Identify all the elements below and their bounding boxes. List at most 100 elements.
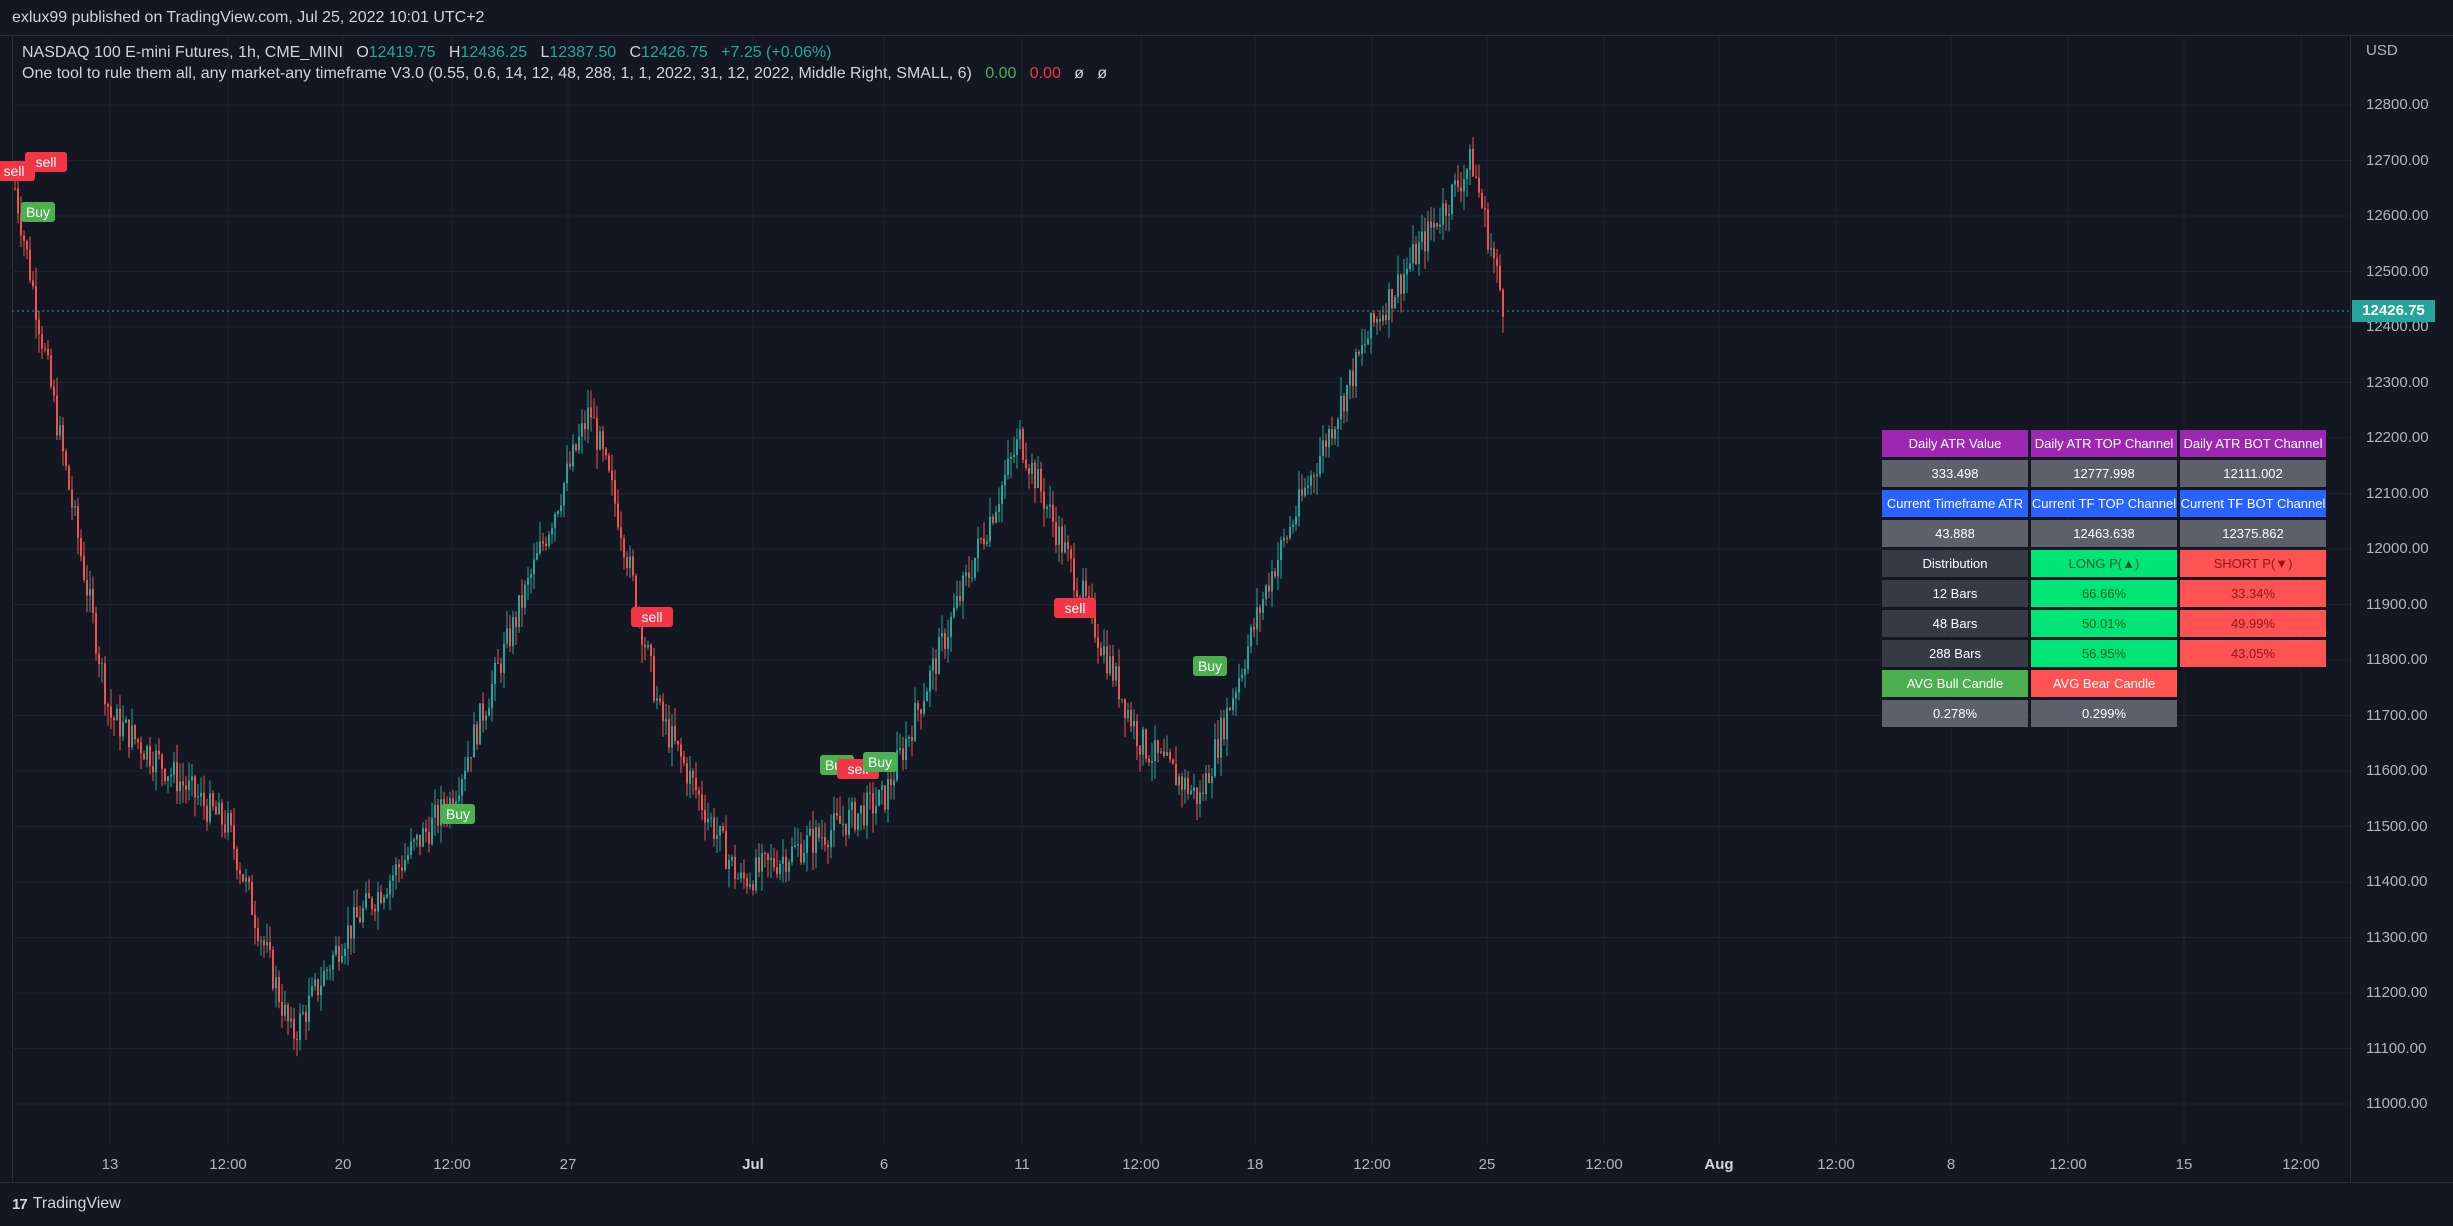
candle-body	[269, 942, 271, 951]
candle-body	[1028, 468, 1030, 474]
candle-body	[260, 940, 262, 942]
signal-text: Buy	[446, 806, 470, 822]
candle-body	[59, 425, 61, 436]
candle-body	[452, 798, 454, 810]
candle-body	[713, 817, 715, 839]
candle-body	[158, 750, 160, 755]
price-axis-label: 12700.00	[2366, 151, 2429, 169]
candle-body	[1139, 746, 1141, 755]
time-axis-label: 25	[1478, 1156, 1496, 1173]
candle-body	[155, 750, 157, 773]
candle-body	[1241, 674, 1243, 678]
price-axis-label: 11800.00	[2366, 651, 2428, 668]
price-axis-label: 12500.00	[2366, 262, 2429, 280]
candle-body	[935, 658, 937, 674]
candle-body	[1481, 192, 1483, 208]
candle-body	[629, 556, 631, 568]
candle-body	[770, 858, 772, 861]
candle-body	[530, 574, 532, 579]
candle-body	[1421, 231, 1423, 243]
candle-body	[1367, 338, 1369, 345]
candle-body	[716, 835, 718, 839]
candle-body	[416, 834, 418, 840]
candle-body	[1037, 469, 1039, 489]
price-axis-label: 11900.00	[2366, 595, 2428, 613]
candle-body	[179, 781, 181, 792]
candle-body	[1280, 540, 1282, 560]
candle-body	[980, 538, 982, 540]
candle-body	[1025, 459, 1027, 469]
price-axis-label: 11200.00	[2366, 984, 2428, 1001]
sell-signal-label: sell	[1054, 598, 1096, 618]
sell-signal-label: sell	[25, 152, 67, 172]
candle-body	[470, 757, 472, 759]
candle-body	[1466, 169, 1468, 180]
time-axis-label: 13	[101, 1156, 119, 1173]
candle-body	[149, 746, 151, 767]
candle-body	[557, 511, 559, 515]
chart-pane[interactable]	[12, 36, 2351, 1182]
candle-body	[1040, 469, 1042, 492]
candle-body	[419, 834, 421, 847]
candle-body	[125, 719, 127, 723]
indicator-title[interactable]: One tool to rule them all, any market-an…	[22, 65, 972, 82]
candle-body	[518, 595, 520, 627]
candle-body	[1142, 729, 1144, 755]
candle-body	[383, 897, 385, 903]
candle-body	[308, 995, 310, 1022]
candle-body	[1049, 504, 1051, 507]
candle-body	[674, 726, 676, 741]
time-axis-label: 27	[559, 1156, 577, 1173]
candle-body	[359, 917, 361, 923]
candle-body	[614, 480, 616, 504]
candle-body	[662, 701, 664, 722]
candle-body	[761, 853, 763, 872]
candle-body	[74, 506, 76, 508]
candle-body	[332, 954, 334, 970]
candle-body	[740, 872, 742, 879]
candle-body	[974, 557, 976, 578]
candle-body	[1265, 585, 1267, 600]
time-axis-label: 8	[1946, 1156, 1956, 1173]
atr-table-cell: 12777.998	[2031, 460, 2177, 487]
high-value: 12436.25	[460, 44, 528, 61]
candle-body	[71, 489, 73, 508]
symbol-title[interactable]: NASDAQ 100 E-mini Futures, 1h, CME_MINI	[22, 44, 343, 61]
candle-body	[335, 945, 337, 955]
candle-body	[152, 766, 154, 773]
candle-body	[992, 516, 994, 523]
candle-body	[938, 636, 940, 674]
candle-body	[395, 864, 397, 876]
candle-body	[203, 792, 205, 806]
price-axis-label: 12100.00	[2366, 484, 2429, 502]
candle-body	[344, 948, 346, 956]
candle-body	[656, 698, 658, 701]
candle-body	[338, 945, 340, 962]
candle-body	[863, 805, 865, 826]
candle-body	[374, 909, 376, 912]
candle-body	[683, 756, 685, 764]
atr-table-cell: Distribution	[1882, 550, 2028, 577]
candle-body	[722, 825, 724, 831]
candle-body	[527, 578, 529, 585]
close-value: 12426.75	[641, 44, 708, 61]
atr-table-row: Current Timeframe ATR Current TF TOP Chan…	[1882, 490, 2326, 517]
candle-body	[611, 470, 613, 481]
candle-body	[659, 698, 661, 702]
candle-body	[413, 839, 415, 842]
candle-body	[1454, 180, 1456, 185]
candle-body	[1295, 516, 1297, 525]
candle-body	[503, 643, 505, 674]
tradingview-brand[interactable]: 17 TradingView	[12, 1195, 121, 1213]
atr-table-cell: 50.01%	[2031, 610, 2177, 637]
candle-body	[581, 423, 583, 437]
candle-body	[917, 702, 919, 710]
candle-body	[1085, 580, 1087, 597]
candle-body	[482, 703, 484, 721]
candle-body	[623, 538, 625, 558]
candle-body	[776, 867, 778, 874]
candle-body	[1097, 637, 1099, 648]
candle-body	[1067, 542, 1069, 549]
candle-body	[743, 872, 745, 879]
candle-body	[941, 633, 943, 637]
